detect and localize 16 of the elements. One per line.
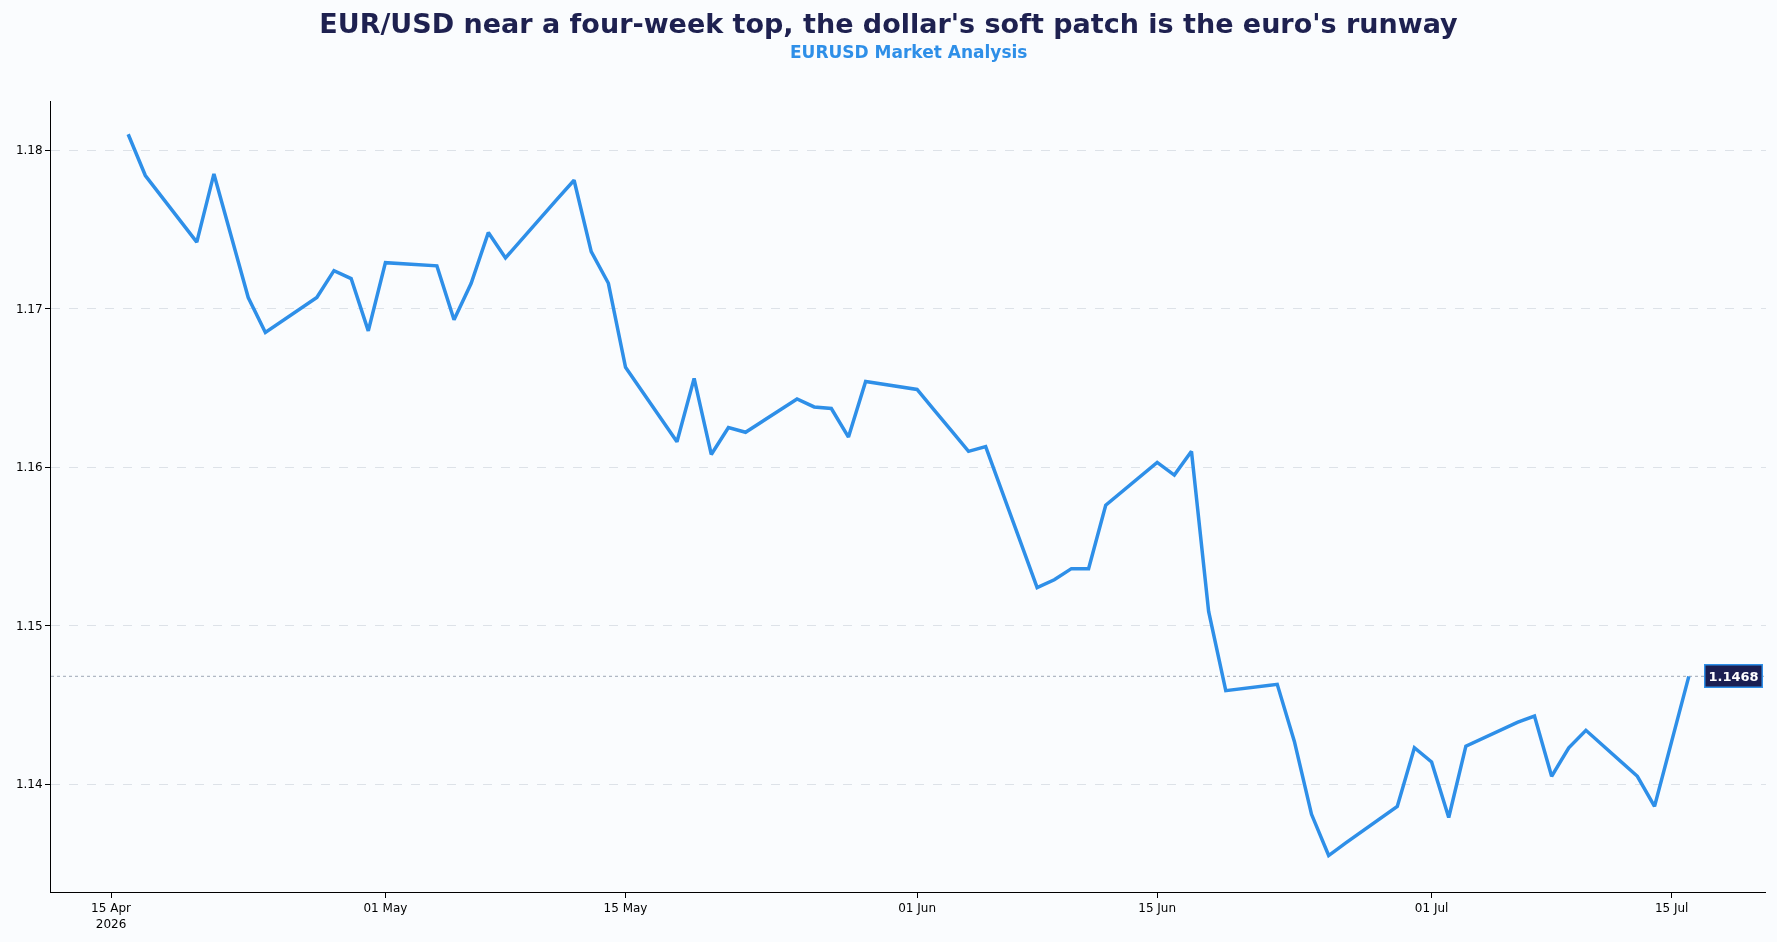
chart-subtitle: EURUSD Market Analysis — [790, 42, 1028, 62]
line-series — [126, 132, 1691, 858]
y-tick-label: 1.15 — [15, 618, 43, 633]
ref-line-label: 1.1468 — [1708, 668, 1759, 684]
chart-title: EUR/USD near a four-week top, the dollar's soft patch is the euro's runway — [319, 8, 1459, 40]
x-tick-label: 01 Jul — [1414, 901, 1449, 916]
x-tick-label: 15 Jul — [1654, 901, 1689, 916]
x-tick-label: 15 Apr 2026 — [91, 901, 132, 931]
y-tick-label: 1.18 — [15, 143, 43, 158]
y-tick-label: 1.16 — [15, 460, 43, 475]
x-tick-label: 15 May — [603, 901, 648, 916]
x-tick-label: 01 May — [363, 901, 408, 916]
y-tick-label: 1.14 — [15, 777, 43, 792]
x-tick-label: 01 Jun — [898, 901, 936, 916]
x-tick-label: 15 Jun — [1138, 901, 1177, 916]
y-tick-label: 1.17 — [15, 301, 43, 316]
